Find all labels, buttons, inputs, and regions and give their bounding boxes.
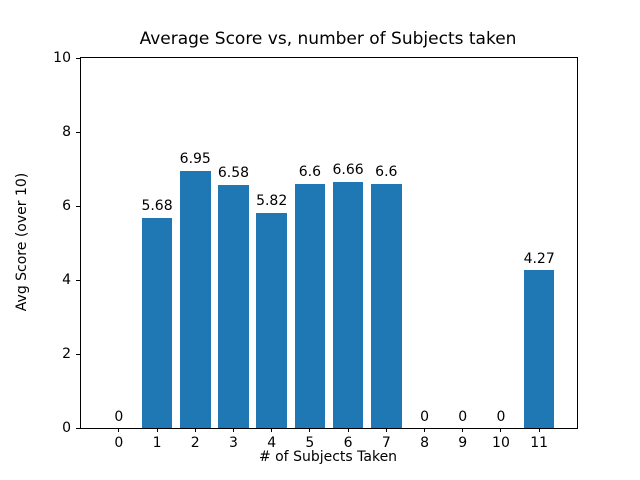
x-tick-11 [538, 428, 540, 432]
x-tick-label-2: 2 [190, 435, 200, 451]
bar-value-label-0: 0 [114, 408, 124, 425]
x-tick-label-10: 10 [492, 435, 510, 451]
chart-title: Average Score vs, number of Subjects tak… [139, 29, 517, 49]
x-tick-label-0: 0 [114, 435, 124, 451]
bar-value-label-1: 5.68 [141, 198, 173, 215]
x-tick-label-1: 1 [152, 435, 162, 451]
y-tick-8 [76, 131, 80, 133]
x-axis-label: # of Subjects Taken [258, 449, 398, 465]
x-tick-6 [347, 428, 349, 432]
bar-1 [141, 217, 173, 428]
y-tick-label-2: 2 [62, 345, 71, 362]
bar-3 [218, 184, 249, 428]
bar-5 [294, 183, 326, 428]
y-tick-4 [76, 279, 80, 281]
bar-value-label-7: 6.6 [375, 164, 398, 181]
bar-value-label-3: 6.58 [217, 165, 250, 182]
x-tick-3 [232, 428, 234, 432]
x-tick-label-7: 7 [381, 435, 391, 451]
x-tick-label-9: 9 [458, 435, 468, 451]
x-tick-1 [156, 428, 158, 432]
bar-value-label-2: 6.95 [179, 151, 211, 168]
x-tick-4 [271, 428, 273, 432]
x-tick-label-6: 6 [343, 435, 353, 451]
x-tick-label-11: 11 [530, 435, 549, 451]
x-tick-7 [385, 428, 387, 432]
bar-7 [371, 183, 402, 428]
x-tick-label-4: 4 [267, 435, 277, 451]
x-tick-10 [500, 428, 502, 432]
bar-value-label-10: 0 [496, 408, 506, 425]
x-tick-label-8: 8 [420, 435, 429, 451]
y-tick-label-0: 0 [62, 419, 71, 436]
bar-value-label-8: 0 [420, 408, 429, 425]
y-axis-label-text: Avg Score (over 10) [14, 172, 30, 312]
bar-6 [332, 181, 364, 428]
y-tick-2 [76, 353, 80, 355]
bar-value-label-11: 4.27 [523, 250, 555, 267]
x-tick-0 [118, 428, 120, 432]
y-tick-label-10: 10 [53, 49, 71, 66]
x-tick-label-3: 3 [228, 435, 238, 451]
bar-value-label-4: 5.82 [256, 193, 288, 210]
x-tick-5 [309, 428, 311, 432]
bar-value-label-6: 6.66 [332, 162, 364, 179]
bar-value-label-5: 6.6 [298, 164, 322, 181]
bar-value-label-9: 0 [458, 408, 468, 425]
x-tick-2 [194, 428, 196, 432]
bar-4 [256, 212, 287, 428]
x-tick-label-5: 5 [305, 435, 315, 451]
y-tick-label-6: 6 [62, 197, 71, 214]
y-tick-10 [76, 57, 80, 59]
x-tick-8 [424, 428, 426, 432]
x-tick-9 [462, 428, 464, 432]
bar-11 [523, 270, 555, 428]
y-tick-6 [76, 205, 80, 207]
bar-2 [179, 170, 211, 428]
y-tick-label-4: 4 [62, 271, 71, 288]
y-tick-0 [76, 427, 80, 429]
plot-area: 0 0 5.68 1 6.95 2 6.58 3 5.82 4 6.6 5 6.66 6 6.6 7 0 8 0 9 0… [53, 50, 578, 451]
y-tick-label-8: 8 [62, 123, 71, 140]
